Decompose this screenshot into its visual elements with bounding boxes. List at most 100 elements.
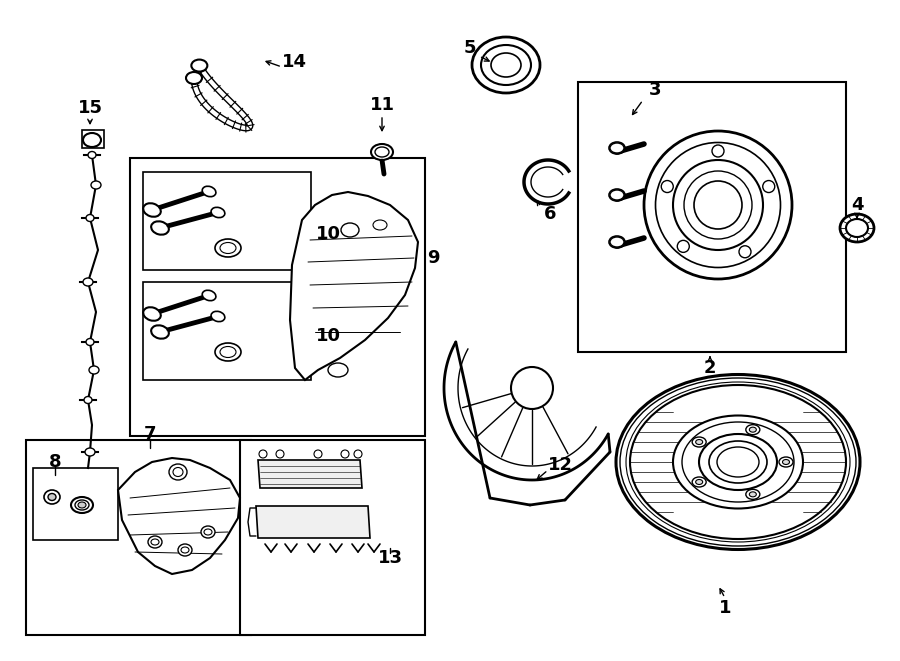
Ellipse shape <box>215 239 241 257</box>
Text: 11: 11 <box>370 96 394 114</box>
Ellipse shape <box>151 221 169 235</box>
Ellipse shape <box>202 186 216 197</box>
Polygon shape <box>444 342 608 480</box>
Ellipse shape <box>609 189 625 201</box>
Text: 5: 5 <box>464 39 476 57</box>
Ellipse shape <box>682 422 794 502</box>
Ellipse shape <box>762 180 775 192</box>
Ellipse shape <box>472 37 540 93</box>
Bar <box>578 82 846 352</box>
Ellipse shape <box>375 147 389 157</box>
Polygon shape <box>258 460 362 488</box>
Ellipse shape <box>696 479 703 485</box>
Ellipse shape <box>610 190 624 200</box>
Ellipse shape <box>83 278 93 286</box>
Ellipse shape <box>86 338 94 346</box>
Ellipse shape <box>48 494 56 500</box>
Text: 3: 3 <box>649 81 662 99</box>
Text: 8: 8 <box>49 453 61 471</box>
Ellipse shape <box>662 180 673 192</box>
Polygon shape <box>118 458 240 574</box>
Ellipse shape <box>696 440 703 444</box>
Ellipse shape <box>44 490 60 504</box>
Polygon shape <box>256 506 370 538</box>
Text: 6: 6 <box>544 205 556 223</box>
Ellipse shape <box>840 214 874 242</box>
Ellipse shape <box>644 131 792 279</box>
Ellipse shape <box>341 450 349 458</box>
Ellipse shape <box>71 497 93 513</box>
Ellipse shape <box>220 346 236 358</box>
Ellipse shape <box>143 307 161 321</box>
Ellipse shape <box>178 544 192 556</box>
Ellipse shape <box>846 219 868 237</box>
Ellipse shape <box>746 489 760 499</box>
Ellipse shape <box>75 500 89 510</box>
Ellipse shape <box>169 464 187 480</box>
Ellipse shape <box>609 142 625 154</box>
Ellipse shape <box>83 133 101 147</box>
Ellipse shape <box>610 237 624 247</box>
Ellipse shape <box>86 215 94 221</box>
Ellipse shape <box>143 203 161 217</box>
Text: 10: 10 <box>316 327 340 345</box>
Ellipse shape <box>186 72 202 84</box>
Ellipse shape <box>739 246 751 258</box>
Ellipse shape <box>750 427 756 432</box>
Ellipse shape <box>314 450 322 458</box>
Ellipse shape <box>181 547 189 553</box>
Ellipse shape <box>201 526 215 538</box>
Ellipse shape <box>204 529 212 535</box>
Ellipse shape <box>684 171 752 239</box>
Ellipse shape <box>779 457 793 467</box>
Ellipse shape <box>78 502 86 508</box>
Ellipse shape <box>481 45 531 85</box>
Text: 10: 10 <box>316 225 340 243</box>
Text: 2: 2 <box>704 359 716 377</box>
Ellipse shape <box>173 467 183 477</box>
Ellipse shape <box>85 448 95 456</box>
Bar <box>82 130 104 148</box>
Ellipse shape <box>212 208 225 217</box>
Ellipse shape <box>709 441 767 483</box>
Ellipse shape <box>220 243 236 254</box>
Polygon shape <box>290 192 418 380</box>
Ellipse shape <box>673 416 803 508</box>
Ellipse shape <box>694 181 742 229</box>
Bar <box>143 282 311 380</box>
Ellipse shape <box>746 424 760 435</box>
Text: 12: 12 <box>547 456 572 474</box>
Text: 14: 14 <box>282 53 307 71</box>
Ellipse shape <box>328 363 348 377</box>
Ellipse shape <box>151 539 159 545</box>
Ellipse shape <box>91 181 101 189</box>
Ellipse shape <box>678 241 689 253</box>
Ellipse shape <box>88 151 96 159</box>
Text: 15: 15 <box>77 99 103 117</box>
Bar <box>26 440 251 635</box>
Bar <box>143 172 311 270</box>
Ellipse shape <box>692 437 706 447</box>
Text: 9: 9 <box>427 249 439 267</box>
Ellipse shape <box>673 160 763 250</box>
Ellipse shape <box>354 450 362 458</box>
Ellipse shape <box>202 290 216 301</box>
Ellipse shape <box>212 311 225 322</box>
Ellipse shape <box>626 382 850 542</box>
Ellipse shape <box>86 449 94 455</box>
Ellipse shape <box>511 367 553 409</box>
Ellipse shape <box>151 325 169 338</box>
Ellipse shape <box>750 492 756 497</box>
Text: 1: 1 <box>719 599 731 617</box>
Ellipse shape <box>259 450 267 458</box>
Ellipse shape <box>717 447 759 477</box>
Ellipse shape <box>276 450 284 458</box>
Ellipse shape <box>192 59 207 71</box>
Ellipse shape <box>148 536 162 548</box>
Bar <box>33 468 118 540</box>
Ellipse shape <box>84 278 92 286</box>
Text: 4: 4 <box>850 196 863 214</box>
Ellipse shape <box>609 236 625 248</box>
Ellipse shape <box>215 343 241 361</box>
Ellipse shape <box>630 385 846 539</box>
